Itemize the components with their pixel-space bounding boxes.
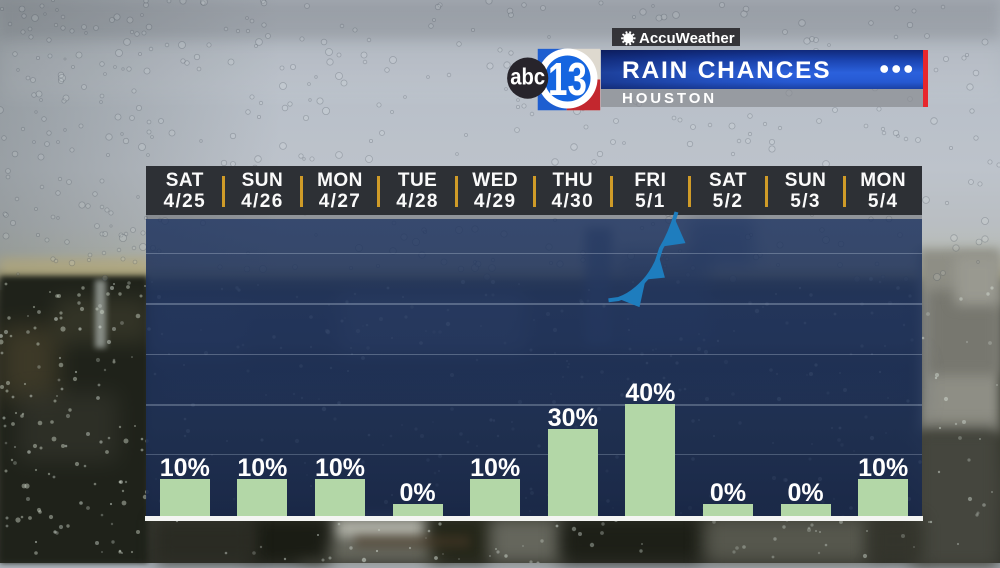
svg-text:abc: abc xyxy=(510,63,545,90)
svg-text:13: 13 xyxy=(548,53,587,105)
